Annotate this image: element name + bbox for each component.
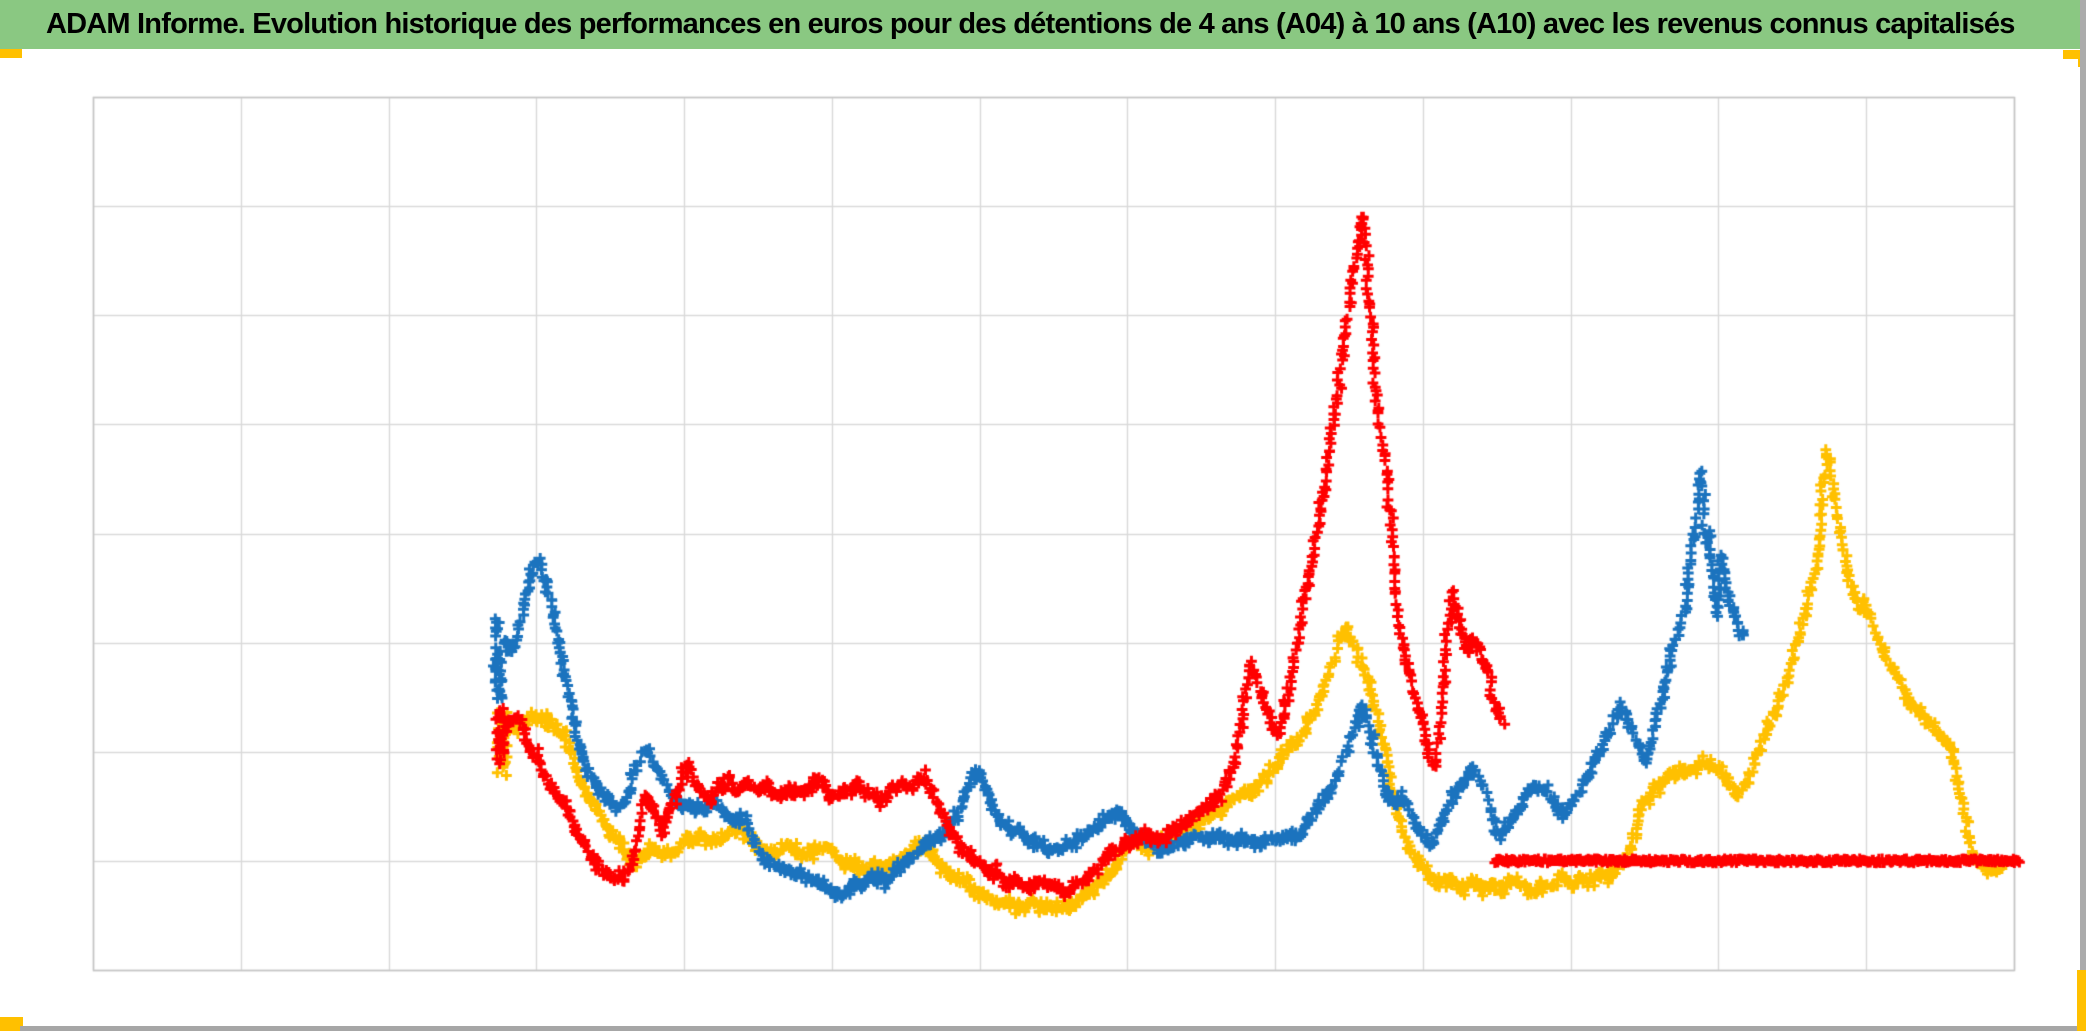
page-title: ADAM Informe. Evolution historique des p… <box>46 8 2015 40</box>
bottom-border-rule <box>20 1026 2086 1031</box>
corner-mark-bottom-left <box>0 1017 23 1031</box>
right-edge-strip <box>2080 0 2086 1031</box>
corner-mark-top-right <box>2063 50 2086 59</box>
corner-mark-bottom-right <box>2077 970 2086 1031</box>
corner-mark-top-left <box>0 49 22 58</box>
chart-title-bar: ADAM Informe. Evolution historique des p… <box>0 0 2080 49</box>
